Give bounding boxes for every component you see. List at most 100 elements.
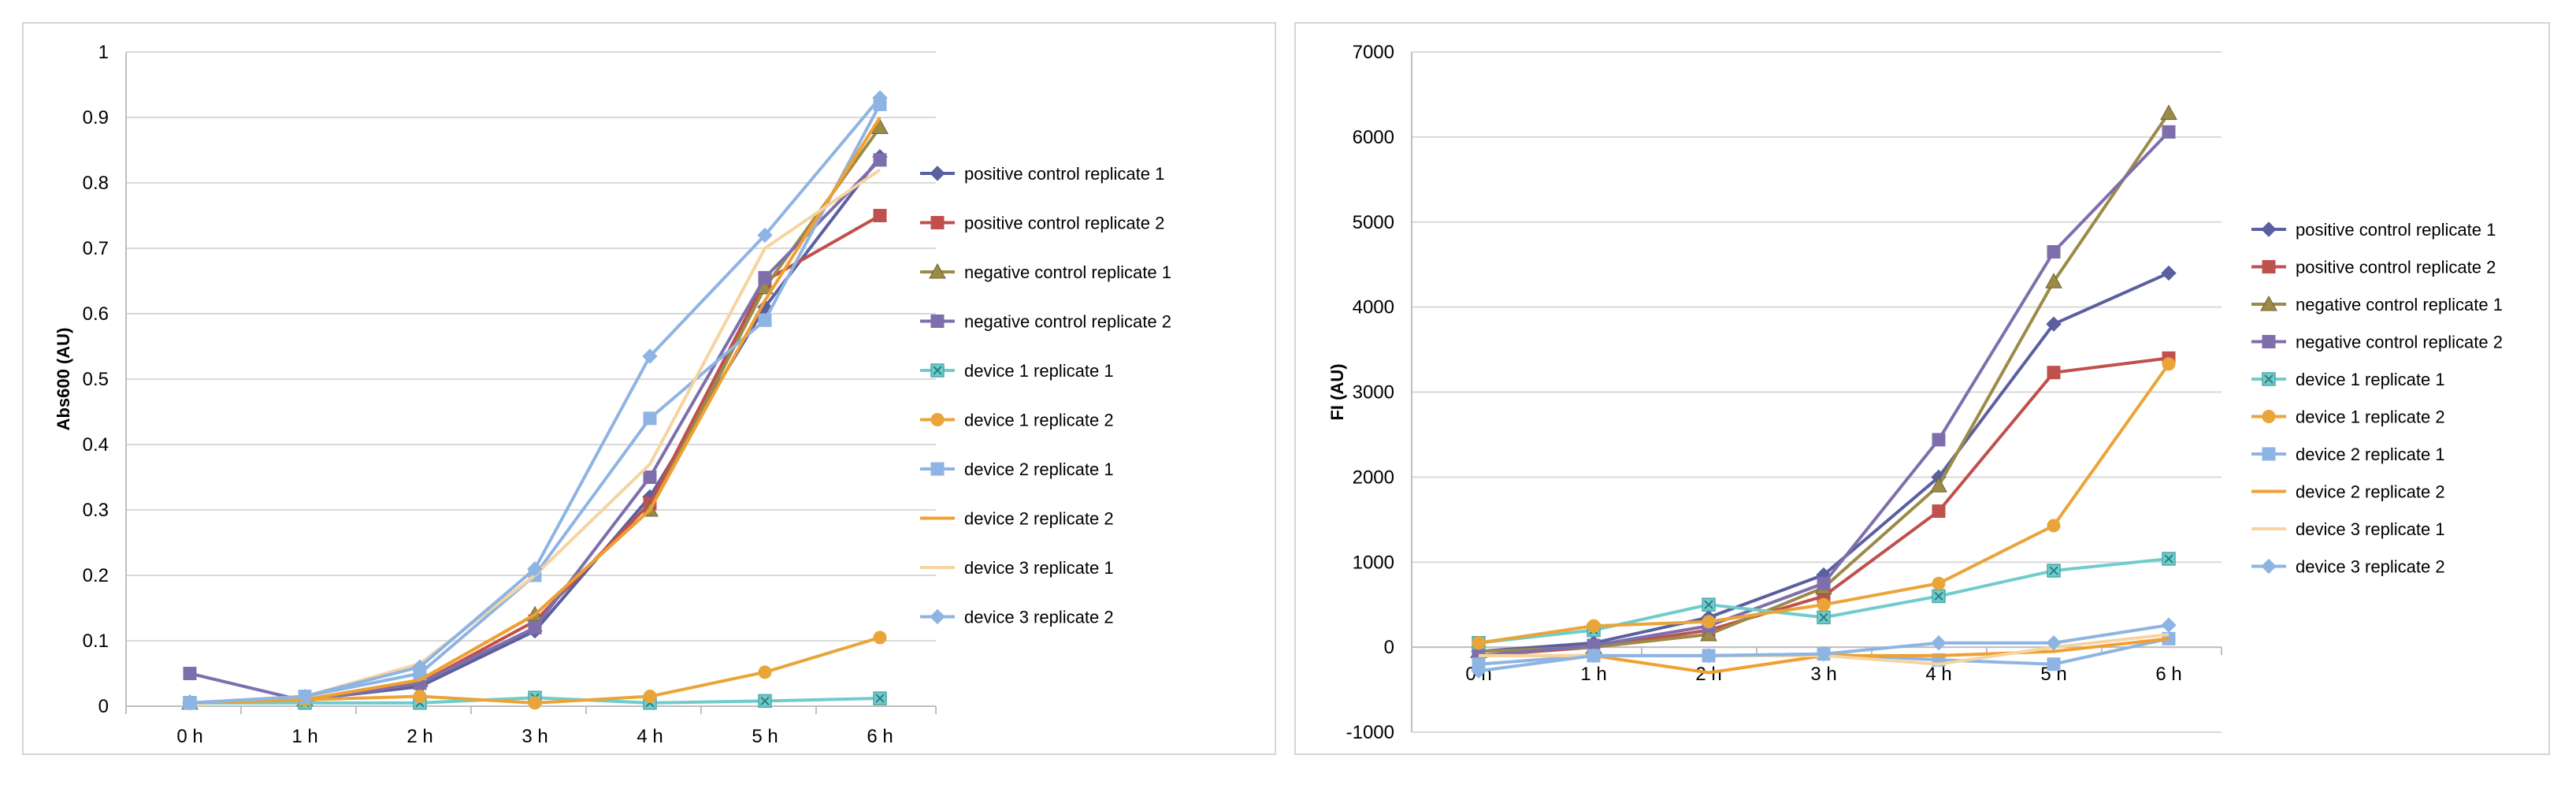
fi-series-device-1-replicate-1-point <box>1702 597 1716 612</box>
abs600-legend-item-positive-control-replicate-1: positive control replicate 1 <box>920 164 1164 184</box>
legend-swatch-marker <box>930 608 945 625</box>
abs600-legend-item-device-3-replicate-1: device 3 replicate 1 <box>920 558 1114 578</box>
legend-swatch-marker-cross <box>933 366 942 375</box>
abs600-legend-item-negative-control-replicate-1: negative control replicate 1 <box>920 262 1171 282</box>
fi-xtick-label: 4 h <box>1925 664 1951 685</box>
abs600-series-device-1-replicate-2-point <box>413 690 427 704</box>
abs600-series-device-1-replicate-1-point-cross <box>760 696 770 706</box>
abs600-series-device-1-replicate-2-point <box>643 690 657 704</box>
abs600-series-device-3-replicate-2-point <box>872 90 888 106</box>
fi-series-device-3-replicate-2-point <box>2046 635 2062 651</box>
abs600-xtick-label: 0 h <box>176 726 202 747</box>
abs600-legend-item-negative-control-replicate-2: negative control replicate 2 <box>920 312 1171 332</box>
abs600-series-device-1-replicate-2-point <box>758 665 772 679</box>
fi-ytick-label: 0 <box>1384 637 1394 658</box>
abs600-series-negative-control-replicate-2-point <box>183 667 197 680</box>
abs600-ytick-label: 0.3 <box>83 500 109 521</box>
legend-swatch-marker <box>2261 221 2277 237</box>
abs600-series-device-3-replicate-2-point <box>527 560 543 577</box>
legend-label: device 1 replicate 1 <box>964 361 1114 381</box>
fi-gridlines <box>1412 51 2222 733</box>
fi-series-device-3-replicate-2 <box>1471 617 2177 679</box>
fi-series-device-1-replicate-2-point <box>1702 615 1716 629</box>
fi-series-device-1-replicate-2-point <box>1472 636 1486 650</box>
abs600-series-device-3-replicate-2-point <box>182 695 198 711</box>
abs600-series-device-1-replicate-2-point <box>873 631 887 645</box>
fi-ytick-label: 7000 <box>1353 42 1394 63</box>
legend-swatch-marker <box>930 314 945 328</box>
legend-swatch-marker-cross <box>2264 374 2273 384</box>
legend-label: device 3 replicate 1 <box>2296 519 2445 539</box>
legend-swatch-marker <box>930 216 945 229</box>
abs600-gridlines <box>126 51 936 707</box>
fi-legend-item-device-2-replicate-2: device 2 replicate 2 <box>2251 482 2445 502</box>
legend-label: positive control replicate 1 <box>2296 220 2496 240</box>
fi-series-negative-control-replicate-1-point <box>1930 477 1947 493</box>
fi-series-device-1-replicate-1-point <box>2162 552 2176 566</box>
abs600-legend-item-device-3-replicate-2: device 3 replicate 2 <box>920 608 1114 627</box>
abs600-series-negative-control-replicate-1 <box>181 118 889 710</box>
legend-label: positive control replicate 1 <box>964 164 1164 184</box>
fi-legend-item-negative-control-replicate-1: negative control replicate 1 <box>2251 295 2503 314</box>
abs600-ytick-label: 0.6 <box>83 303 109 325</box>
abs600-series-device-3-replicate-2-point <box>757 227 773 244</box>
fi-series-device-1-replicate-2-point <box>1932 576 1946 590</box>
legend-swatch-marker <box>929 262 946 279</box>
legend-label: device 1 replicate 2 <box>2296 407 2445 427</box>
legend-label: device 3 replicate 2 <box>964 608 1114 627</box>
legend-label: device 2 replicate 2 <box>964 509 1114 529</box>
abs600-xtick-label: 6 h <box>867 726 893 747</box>
legend-swatch-marker <box>930 413 945 426</box>
abs600-xtick-label: 2 h <box>406 726 432 747</box>
fi-series-device-1-replicate-1-point-cross <box>2164 554 2173 564</box>
legend-label: negative control replicate 2 <box>2296 333 2503 352</box>
fi-xtick-label: 6 h <box>2155 664 2181 685</box>
fi-legend-item-negative-control-replicate-2: negative control replicate 2 <box>2251 333 2503 352</box>
abs600-legend-item-device-1-replicate-1: device 1 replicate 1 <box>920 361 1114 381</box>
fi-series-device-1-replicate-1-point-cross <box>1934 591 1943 601</box>
legend-label: device 3 replicate 2 <box>2296 557 2445 577</box>
abs600-xtick-label: 5 h <box>752 726 778 747</box>
abs600-chart-panel: 0 0.1 0.2 0.3 0.4 0.5 0.6 0.7 0.8 0.9 1 0 h 1 h 2 h 3 … <box>22 22 1276 755</box>
fi-xtick-label: 1 h <box>1580 664 1606 685</box>
fi-legend-item-device-3-replicate-1: device 3 replicate 1 <box>2251 519 2445 539</box>
legend-label: positive control replicate 2 <box>964 214 1164 233</box>
legend-label: device 2 replicate 1 <box>2296 445 2445 464</box>
abs600-series-negative-control-replicate-2-point <box>528 620 542 634</box>
abs600-series-device-3-replicate-2-point <box>642 348 658 364</box>
fi-series-positive-control-replicate-1-point <box>2161 265 2177 281</box>
fi-series-device-1-replicate-2-point <box>2162 357 2176 371</box>
legend-label: device 1 replicate 2 <box>964 411 1114 430</box>
legend-label: positive control replicate 2 <box>2296 258 2496 277</box>
abs600-legend: positive control replicate 1 positive con… <box>920 164 1171 627</box>
fi-ytick-label: 4000 <box>1353 297 1394 318</box>
abs600-legend-item-device-2-replicate-2: device 2 replicate 2 <box>920 509 1114 529</box>
legend-swatch-marker <box>2261 558 2277 575</box>
abs600-ytick-label: 0.1 <box>83 631 109 652</box>
fi-y-axis-title: FI (AU) <box>1327 363 1347 420</box>
fi-xtick-label: 3 h <box>1810 664 1836 685</box>
fi-legend-item-device-1-replicate-2: device 1 replicate 2 <box>2251 407 2445 427</box>
fi-series-negative-control-replicate-2-point <box>1932 433 1946 447</box>
fi-ytick-label: 6000 <box>1353 127 1394 148</box>
legend-swatch-marker <box>930 166 945 181</box>
fi-legend-item-device-3-replicate-2: device 3 replicate 2 <box>2251 557 2445 577</box>
abs600-series-device-2-replicate-1-point <box>643 411 657 426</box>
abs600-series-negative-control-replicate-2-point <box>643 471 657 484</box>
fi-series-negative-control-replicate-2 <box>1472 125 2176 663</box>
abs600-series-negative-control-replicate-2-point <box>758 270 772 285</box>
abs600-series-device-1-replicate-1-point-cross <box>875 694 885 703</box>
fi-legend-item-device-1-replicate-1: device 1 replicate 1 <box>2251 370 2445 389</box>
fi-series-device-3-replicate-2-point <box>1586 648 1602 664</box>
fi-series-device-3-replicate-2-point <box>2161 617 2177 633</box>
fi-series-device-1-replicate-1-point <box>1932 589 1946 604</box>
fi-series-negative-control-replicate-1-point <box>2045 273 2062 288</box>
legend-swatch-marker <box>930 363 945 378</box>
abs600-ytick-label: 1 <box>98 42 109 63</box>
abs600-xtick-label: 4 h <box>637 726 663 747</box>
legend-swatch-marker <box>2260 295 2277 311</box>
fi-series-negative-control-replicate-2-point <box>2162 125 2176 139</box>
abs600-legend-item-device-2-replicate-1: device 2 replicate 1 <box>920 459 1114 479</box>
abs600-chart: 0 0.1 0.2 0.3 0.4 0.5 0.6 0.7 0.8 0.9 1 0 h 1 h 2 h 3 … <box>54 42 1171 747</box>
fi-series-device-1-replicate-1-point-cross <box>1819 612 1828 623</box>
